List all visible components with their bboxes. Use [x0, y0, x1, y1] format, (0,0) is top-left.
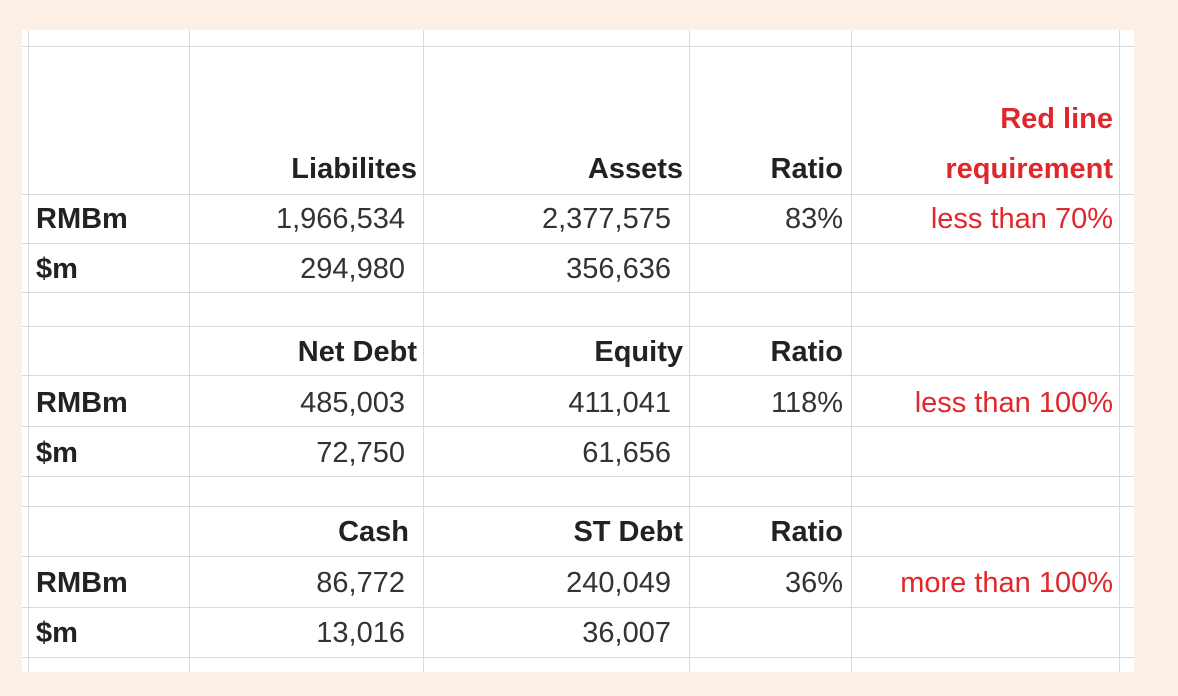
gridline	[22, 607, 1134, 608]
assets-usd: 356,636	[566, 253, 671, 285]
gridline	[22, 426, 1134, 427]
header-assets: Assets	[587, 153, 683, 185]
header-red-line: Red line	[1000, 103, 1113, 135]
row-label-rmbm: RMBm	[36, 203, 128, 235]
gridline	[22, 326, 1134, 327]
ratio-value: 36%	[784, 567, 843, 599]
gridline	[851, 30, 852, 672]
gridline	[423, 30, 424, 672]
gridline	[22, 375, 1134, 376]
gridline	[22, 506, 1134, 507]
header-cash: Cash	[338, 516, 409, 548]
gridline	[22, 194, 1134, 195]
row-label-usd: $m	[36, 253, 78, 285]
liabilities-usd: 294,980	[300, 253, 405, 285]
liabilities-rmbm: 1,966,534	[275, 203, 405, 235]
red-line-value: more than 100%	[900, 567, 1113, 599]
row-label-rmbm: RMBm	[36, 567, 128, 599]
header-ratio: Ratio	[770, 516, 844, 548]
gridline	[1119, 30, 1120, 672]
equity-usd: 61,656	[582, 437, 671, 469]
row-label-rmbm: RMBm	[36, 387, 128, 419]
header-liabilities: Liabilites	[291, 153, 417, 185]
header-ratio: Ratio	[770, 336, 844, 368]
st-debt-rmbm: 240,049	[566, 567, 671, 599]
red-line-value: less than 100%	[914, 387, 1113, 419]
gridline	[22, 292, 1134, 293]
net-debt-rmbm: 485,003	[300, 387, 405, 419]
header-st-debt: ST Debt	[573, 516, 683, 548]
ratio-value: 83%	[784, 203, 843, 235]
gridline	[22, 46, 1134, 47]
st-debt-usd: 36,007	[582, 617, 671, 649]
gridline	[22, 556, 1134, 557]
gridline	[22, 476, 1134, 477]
red-line-value: less than 70%	[930, 203, 1113, 235]
row-label-usd: $m	[36, 617, 78, 649]
gridline	[189, 30, 190, 672]
header-equity: Equity	[594, 336, 683, 368]
spreadsheet: Liabilites Assets Ratio Red line require…	[22, 30, 1134, 672]
row-label-usd: $m	[36, 437, 78, 469]
assets-rmbm: 2,377,575	[541, 203, 671, 235]
equity-rmbm: 411,041	[568, 387, 671, 419]
gridline	[689, 30, 690, 672]
header-requirement: requirement	[945, 153, 1113, 185]
cash-usd: 13,016	[316, 617, 405, 649]
ratio-value: 118%	[770, 387, 843, 419]
header-ratio: Ratio	[770, 153, 844, 185]
gridline	[22, 243, 1134, 244]
gridline	[22, 657, 1134, 658]
cash-rmbm: 86,772	[316, 567, 405, 599]
gridline	[28, 30, 29, 672]
header-net-debt: Net Debt	[297, 336, 417, 368]
net-debt-usd: 72,750	[316, 437, 405, 469]
